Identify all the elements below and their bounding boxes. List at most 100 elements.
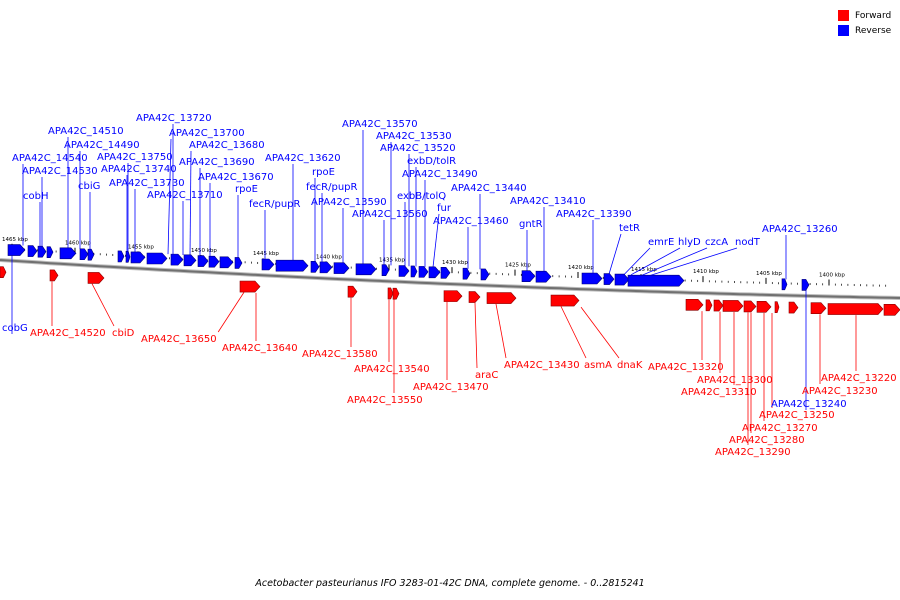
reverse-gene-label: emrE [648, 237, 674, 248]
scale-label: 1415 kbp [631, 267, 657, 273]
forward-gene [774, 301, 780, 313]
forward-gene-label: APA42C_13430 [504, 360, 580, 371]
reverse-gene-label: APA42C_13750 [97, 152, 173, 163]
reverse-gene-label: gntR [519, 219, 543, 230]
reverse-gene-label: APA42C_13590 [311, 197, 387, 208]
reverse-gene-label: rpoE [312, 167, 335, 178]
forward-gene [756, 301, 772, 313]
reverse-gene-label: hlyD [678, 237, 701, 248]
leader-line [630, 247, 681, 276]
reverse-gene [535, 270, 552, 283]
reverse-gene [7, 244, 26, 256]
forward-gene [87, 272, 105, 284]
forward-gene-label: cbiD [112, 328, 135, 339]
scale-label: 1450 kbp [191, 248, 217, 254]
reverse-gene [398, 265, 410, 277]
reverse-gene-label: APA42C_13720 [136, 113, 212, 124]
reverse-gene [197, 255, 209, 267]
forward-gene [827, 303, 884, 315]
reverse-gene-label: APA42C_13700 [169, 128, 245, 139]
reverse-gene-label: APA42C_13730 [109, 178, 185, 189]
forward-gene-label: asmA [584, 360, 612, 371]
reverse-gene [46, 246, 54, 258]
reverse-gene-label: APA42C_14540 [12, 153, 88, 164]
reverse-gene-label: fecR/pupR [306, 182, 358, 193]
reverse-gene-label: fur [437, 203, 452, 214]
reverse-gene-label: fecR/pupR [249, 199, 301, 210]
reverse-gene [440, 267, 451, 279]
forward-gene-label: APA42C_13290 [715, 447, 791, 458]
reverse-gene [79, 248, 89, 261]
scale-label: 1465 kbp [2, 237, 28, 243]
scale-label: 1445 kbp [253, 251, 279, 257]
scale-label: 1410 kbp [693, 269, 719, 275]
forward-gene [468, 291, 481, 303]
forward-gene [486, 292, 517, 304]
leader-line [641, 247, 708, 276]
reverse-gene [27, 245, 38, 257]
reverse-gene-label: APA42C_13670 [198, 172, 274, 183]
forward-gene-label: APA42C_13550 [347, 395, 423, 406]
reverse-gene-label: APA42C_13520 [380, 143, 456, 154]
reverse-gene-label: APA42C_13690 [179, 157, 255, 168]
scale-label: 1430 kbp [442, 260, 468, 266]
reverse-gene-label: APA42C_13570 [342, 119, 418, 130]
reverse-gene [428, 266, 441, 279]
forward-gene [705, 299, 713, 312]
label-leader-lines [11, 124, 857, 445]
reverse-gene [781, 278, 788, 291]
reverse-gene-label: exbB/tolQ [397, 191, 446, 202]
forward-gene-label: APA42C_13300 [697, 375, 773, 386]
reverse-gene [261, 258, 275, 271]
reverse-gene [355, 263, 377, 276]
reverse-gene-label: APA42C_13530 [376, 131, 452, 142]
forward-gene-label: APA42C_13320 [648, 362, 724, 373]
reverse-gene-label: APA42C_13240 [771, 399, 847, 410]
reverse-gene [87, 248, 95, 261]
reverse-gene-label: cobH [23, 191, 48, 202]
forward-gene [685, 299, 704, 311]
reverse-gene [627, 274, 685, 287]
reverse-gene [125, 251, 131, 263]
forward-gene-label: APA42C_13280 [729, 435, 805, 446]
scale-label: 1455 kbp [128, 244, 154, 250]
reverse-gene [310, 261, 320, 273]
scale-label: 1420 kbp [568, 265, 594, 271]
reverse-gene [581, 272, 603, 285]
reverse-gene [319, 261, 333, 274]
forward-gene-label: APA42C_13270 [742, 423, 818, 434]
legend-forward: Forward [838, 8, 891, 23]
reverse-gene [117, 250, 125, 263]
scale-label: 1460 kbp [65, 241, 91, 247]
figure-caption: Acetobacter pasteurianus IFO 3283-01-42C… [255, 578, 645, 589]
genome-backbone [0, 258, 900, 300]
forward-gene [239, 280, 261, 293]
forward-gene-label: APA42C_13640 [222, 343, 298, 354]
forward-gene [387, 287, 394, 300]
forward-gene-label: APA42C_13650 [141, 334, 217, 345]
reverse-gene-label: APA42C_14510 [48, 126, 124, 137]
forward-gene-label: APA42C_13580 [302, 349, 378, 360]
reverse-gene-label: cobG [2, 323, 28, 334]
leader-line [432, 213, 440, 268]
leader-line [474, 303, 478, 369]
forward-gene [443, 290, 463, 302]
leader-line [189, 150, 192, 256]
leader-line [91, 283, 115, 327]
gene-arrows [0, 244, 900, 316]
forward-gene [0, 266, 7, 278]
reverse-gene-label: APA42C_13560 [352, 209, 428, 220]
scale-label: 1400 kbp [819, 272, 845, 278]
forward-gene [743, 300, 757, 313]
backbone-line [0, 259, 900, 299]
forward-gene-label: APA42C_14520 [30, 328, 106, 339]
reverse-gene-label: APA42C_13390 [556, 209, 632, 220]
reverse-gene [275, 259, 309, 272]
forward-gene [788, 301, 799, 314]
leader-line [649, 247, 738, 276]
reverse-gene-label: APA42C_14530 [22, 166, 98, 177]
reverse-gene-label: cbiG [78, 181, 100, 192]
reverse-gene [130, 251, 146, 264]
forward-gene-label: APA42C_13230 [802, 386, 878, 397]
